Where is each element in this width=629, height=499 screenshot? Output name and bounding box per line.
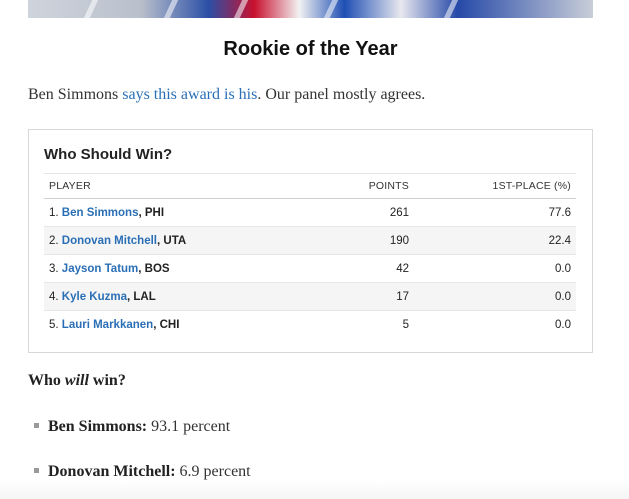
player-rank: 2. bbox=[49, 234, 59, 247]
player-team: , BOS bbox=[138, 262, 170, 275]
player-rank: 4. bbox=[49, 290, 59, 303]
points-cell: 261 bbox=[314, 198, 414, 227]
points-cell: 5 bbox=[402, 318, 409, 331]
first-place-cell: 0.0 bbox=[555, 318, 571, 331]
player-team: , UTA bbox=[157, 234, 187, 247]
table-row: 4. Kyle Kuzma, LAL 17 0.0 bbox=[44, 282, 576, 311]
points-cell: 42 bbox=[314, 254, 414, 283]
square-bullet-icon bbox=[34, 422, 39, 428]
player-cell: 4. Kyle Kuzma, LAL bbox=[44, 282, 314, 311]
player-name-link[interactable]: Ben Simmons bbox=[61, 206, 139, 219]
player-team: , LAL bbox=[126, 290, 156, 303]
player-cell: 2. Donovan Mitchell, UTA bbox=[44, 226, 314, 255]
player-rank: 3. bbox=[49, 262, 59, 275]
player-name-link[interactable]: Kyle Kuzma bbox=[61, 290, 127, 303]
hero-image bbox=[28, 0, 593, 18]
voting-table: PLAYER POINTS 1ST-PLACE (%) 1. Ben Simmo… bbox=[44, 173, 576, 338]
list-item: Ben Simmons: 93.1 percent bbox=[34, 418, 230, 436]
table-header-row: PLAYER POINTS 1ST-PLACE (%) bbox=[44, 173, 576, 199]
prediction-player: Ben Simmons: bbox=[48, 418, 148, 435]
player-rank: 5. bbox=[49, 318, 59, 331]
player-name-link[interactable]: Donovan Mitchell bbox=[61, 234, 157, 247]
column-header-points: POINTS bbox=[314, 173, 414, 199]
player-name-link[interactable]: Lauri Markkanen bbox=[61, 318, 154, 331]
table-row: 2. Donovan Mitchell, UTA 190 22.4 bbox=[44, 226, 576, 255]
heading-emphasis: will bbox=[64, 372, 89, 389]
player-cell: 5. Lauri Markkanen, CHI bbox=[44, 311, 314, 339]
player-team: , PHI bbox=[138, 206, 165, 219]
column-header-first-place: 1ST-PLACE (%) bbox=[414, 173, 576, 199]
bottom-fade bbox=[0, 480, 629, 499]
points-cell: 17 bbox=[314, 282, 414, 311]
table-row: 1. Ben Simmons, PHI 261 77.6 bbox=[44, 198, 576, 227]
first-place-cell: 0.0 bbox=[414, 254, 576, 283]
player-cell: 1. Ben Simmons, PHI bbox=[44, 198, 314, 227]
prediction-value: 93.1 percent bbox=[147, 418, 231, 435]
intro-text-prefix: Ben Simmons bbox=[28, 86, 123, 103]
who-will-win-heading: Who will win? bbox=[28, 372, 126, 390]
intro-link[interactable]: says this award is his bbox=[122, 86, 258, 103]
heading-prefix: Who bbox=[28, 372, 65, 389]
prediction-value: 6.9 percent bbox=[175, 463, 251, 480]
intro-paragraph: Ben Simmons says this award is his. Our … bbox=[28, 86, 425, 104]
column-header-player: PLAYER bbox=[44, 173, 314, 199]
list-item: Donovan Mitchell: 6.9 percent bbox=[34, 463, 251, 481]
prediction-player: Donovan Mitchell: bbox=[48, 463, 176, 480]
table-title: Who Should Win? bbox=[44, 146, 173, 163]
article-section-title: Rookie of the Year bbox=[223, 38, 398, 60]
player-team: , CHI bbox=[153, 318, 180, 331]
first-place-cell: 0.0 bbox=[414, 282, 576, 311]
intro-text-suffix: . Our panel mostly agrees. bbox=[257, 86, 426, 103]
first-place-cell: 77.6 bbox=[414, 198, 576, 227]
first-place-cell: 22.4 bbox=[414, 226, 576, 255]
table-row: 3. Jayson Tatum, BOS 42 0.0 bbox=[44, 254, 576, 283]
player-name-link[interactable]: Jayson Tatum bbox=[61, 262, 139, 275]
points-cell: 190 bbox=[314, 226, 414, 255]
table-row: 5. Lauri Markkanen, CHI 5 0.0 bbox=[44, 311, 576, 339]
square-bullet-icon bbox=[34, 467, 39, 473]
player-cell: 3. Jayson Tatum, BOS bbox=[44, 254, 314, 283]
heading-suffix: win? bbox=[88, 372, 126, 389]
who-should-win-table-card: Who Should Win? PLAYER POINTS 1ST-PLACE … bbox=[28, 129, 593, 353]
player-rank: 1. bbox=[49, 206, 59, 219]
